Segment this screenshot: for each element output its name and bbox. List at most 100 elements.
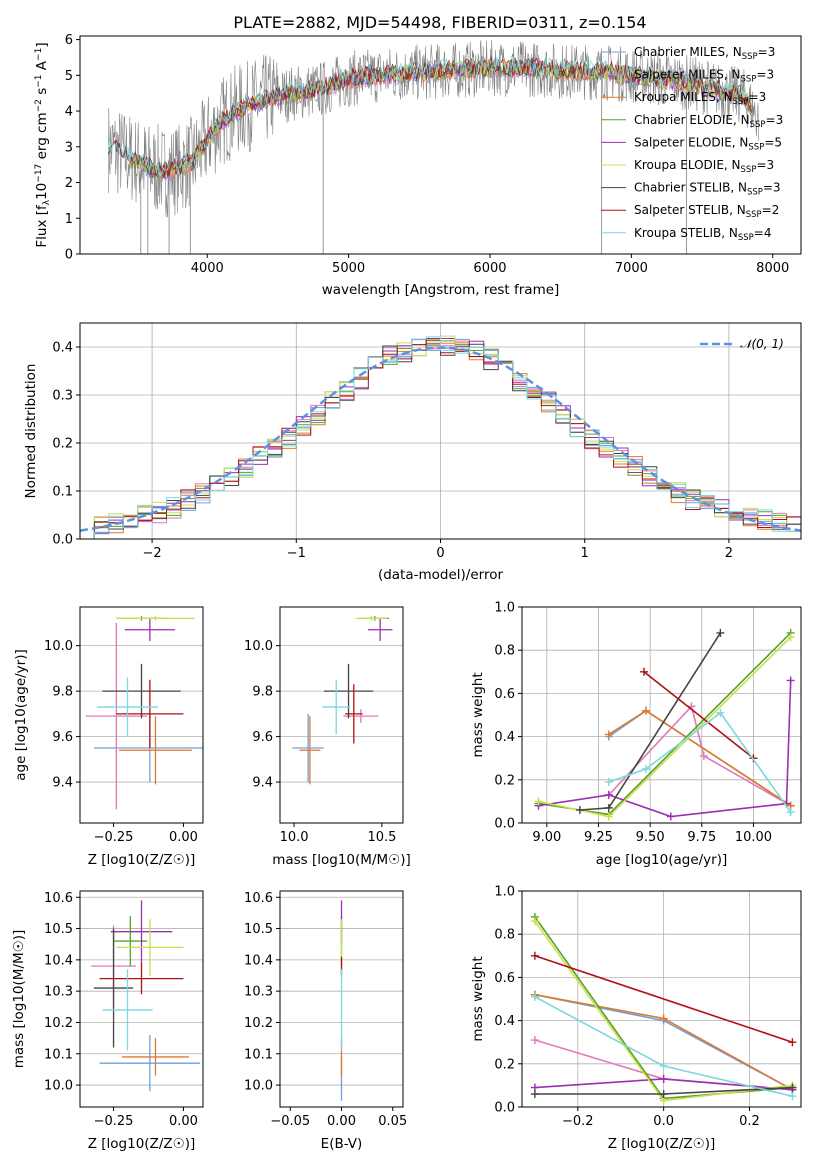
mass-weight-vs-age-xtick-label: 10.00	[735, 830, 772, 845]
weight-series-salpeter-elodie	[534, 676, 795, 821]
mass-vs-Z-ytick-label: 10.3	[44, 985, 73, 1000]
spectrum-ytick-label: 5	[65, 69, 73, 84]
weight-point-marker	[534, 797, 543, 806]
weight-series-chabrier-stelib	[575, 628, 725, 815]
weight-point-marker	[786, 633, 795, 642]
mass-vs-Z-frame	[79, 890, 204, 1108]
error-bar-kroupa-miles	[119, 716, 192, 785]
residual-histogram-ytick-label: 0.0	[52, 533, 73, 548]
mass-weight-vs-Z-x-axis-label: Z [log10(Z/Z☉)]	[608, 1136, 716, 1152]
weight-point-marker	[530, 1090, 539, 1099]
mass-weight-vs-age-ytick-label: 1.0	[494, 601, 515, 616]
mass-weight-vs-Z-ytick-label: 0.2	[494, 1057, 515, 1072]
error-bar-salpeter-miles	[85, 622, 148, 810]
weight-point-marker	[659, 1061, 668, 1070]
weight-series-kroupa-stelib	[604, 708, 795, 817]
age-vs-Z-xtick-label: −0.25	[94, 830, 134, 845]
panels: 4000 5000 6000 7000 8000 0 1 2 3 4 5 6 wavelength [A…	[11, 33, 802, 1152]
mass-vs-Z-ytick-label: 10.4	[44, 953, 73, 968]
spectrum-ytick-label: 3	[65, 140, 73, 155]
mass-weight-vs-Z-xtick-label: 0.0	[653, 1114, 674, 1129]
age-vs-mass-x-axis-label: mass [log10(M/M☉)]	[272, 852, 411, 868]
mass-weight-vs-Z-ytick-label: 0.6	[494, 971, 515, 986]
weight-point-marker	[604, 790, 613, 799]
residual-histogram-ytick-label: 0.3	[52, 389, 73, 404]
histogram-step-kroupa-stelib	[80, 336, 801, 540]
weight-point-marker	[530, 951, 539, 960]
spectrum-legend: Chabrier MILES, NSSP=3 Salpeter MILES, NS…	[601, 45, 783, 243]
spectrum-ytick-label: 0	[65, 248, 73, 263]
spectrum-xtick-label: 5000	[332, 261, 365, 276]
weight-series-kroupa-elodie	[534, 633, 795, 821]
age-vs-Z-ytick-label: 9.8	[52, 685, 73, 700]
observed-spectrum-line	[108, 39, 759, 218]
spectrum-xtick-label: 8000	[756, 261, 789, 276]
spectrum-ytick-label: 6	[65, 33, 73, 48]
weight-line	[608, 711, 792, 813]
error-bar-kroupa-stelib	[102, 969, 153, 1051]
weight-point-marker	[642, 765, 650, 773]
legend-label: Salpeter MILES, NSSP=3	[634, 68, 774, 85]
error-bar-chabrier-stelib	[323, 663, 374, 719]
mass-weight-vs-age-xtick-label: 9.25	[584, 830, 613, 845]
error-bar-salpeter-elodie	[367, 618, 393, 642]
age-vs-Z-ytick-label: 9.6	[52, 730, 73, 745]
legend-label: Kroupa ELODIE, NSSP=3	[634, 158, 774, 175]
weight-point-marker	[716, 628, 725, 637]
mass-vs-Z-ytick-label: 10.0	[44, 1079, 73, 1094]
weight-line	[534, 955, 793, 1043]
weight-series-chabrier-miles	[604, 706, 795, 810]
weight-point-marker	[604, 777, 613, 786]
error-bar-kroupa-elodie	[355, 616, 388, 621]
age-vs-mass-ytick-label: 9.6	[252, 730, 273, 745]
mass-vs-EBV-xtick-label: 0.05	[378, 1114, 407, 1129]
age-vs-Z-xtick-label: 0.00	[169, 830, 198, 845]
mass-vs-EBV-ytick-label: 10.4	[244, 953, 273, 968]
mass-weight-vs-age-y-axis-label: mass weight	[470, 672, 486, 757]
mass-weight-vs-age-frame	[521, 606, 802, 824]
mass-weight-vs-age-xtick-label: 9.75	[687, 830, 716, 845]
legend-label: Salpeter ELODIE, NSSP=5	[634, 135, 782, 152]
mass-vs-EBV-x-axis-label: E(B-V)	[321, 1136, 363, 1152]
legend-label: Kroupa STELIB, NSSP=4	[634, 226, 772, 243]
weight-point-marker	[788, 1092, 797, 1101]
mass-vs-EBV-ytick-label: 10.2	[244, 1016, 273, 1031]
age-vs-Z-y-axis-label: age [log10(age/yr)]	[13, 649, 29, 781]
weight-point-marker	[786, 676, 795, 685]
age-vs-mass-xtick-label: 10.0	[280, 830, 309, 845]
spectrum-xtick-label: 4000	[191, 261, 224, 276]
mass-vs-EBV-ytick-label: 10.5	[244, 922, 273, 937]
weight-series-kroupa-miles	[604, 706, 795, 810]
mass-weight-vs-age-x-axis-label: age [log10(age/yr)]	[596, 852, 728, 868]
error-bar-salpeter-stelib	[99, 963, 184, 995]
mass-weight-vs-age-xtick-label: 9.00	[532, 830, 561, 845]
age-vs-mass-xtick-label: 10.5	[367, 830, 396, 845]
error-bar-salpeter-stelib	[116, 679, 184, 748]
error-bar-kroupa-elodie	[116, 919, 184, 976]
weight-line	[643, 671, 754, 759]
mass-weight-vs-age-panel: 9.00 9.25 9.50 9.75 10.00 0.0 0.2 0.4 0.6 0.8 1.0 a…	[470, 601, 802, 868]
weight-line	[608, 704, 792, 807]
error-bar-kroupa-stelib	[96, 677, 159, 737]
weight-point-marker	[659, 1014, 668, 1023]
residual-histogram-ytick-label: 0.2	[52, 437, 73, 452]
mass-vs-Z-ytick-label: 10.5	[44, 922, 73, 937]
residual-histogram-ytick-label: 0.1	[52, 485, 73, 500]
error-bar-chabrier-miles	[292, 713, 324, 783]
weight-point-marker	[530, 1036, 539, 1045]
error-bar-kroupa-miles	[121, 1038, 190, 1076]
weight-point-marker	[788, 1083, 797, 1092]
spectrum-ytick-label: 1	[65, 212, 73, 227]
spectrum-panel: 4000 5000 6000 7000 8000 0 1 2 3 4 5 6 wavelength [A…	[34, 33, 802, 298]
mass-vs-Z-ytick-label: 10.6	[44, 891, 73, 906]
weight-point-marker	[530, 992, 539, 1001]
mass-weight-vs-Z-panel: −0.2 0.0 0.2 0.0 0.2 0.4 0.6 0.8 1.0 Z [log10(Z/Z…	[470, 885, 802, 1152]
weight-point-marker	[575, 806, 584, 815]
mass-vs-EBV-ytick-label: 10.1	[244, 1047, 273, 1062]
spectrum-ytick-label: 2	[65, 176, 73, 191]
weight-line	[538, 636, 792, 818]
residual-histogram-x-axis-label: (data-model)/error	[378, 567, 504, 583]
mass-vs-Z-ytick-label: 10.2	[44, 1016, 73, 1031]
mass-vs-Z-xtick-label: 0.00	[169, 1114, 198, 1129]
weight-point-marker	[642, 706, 650, 715]
